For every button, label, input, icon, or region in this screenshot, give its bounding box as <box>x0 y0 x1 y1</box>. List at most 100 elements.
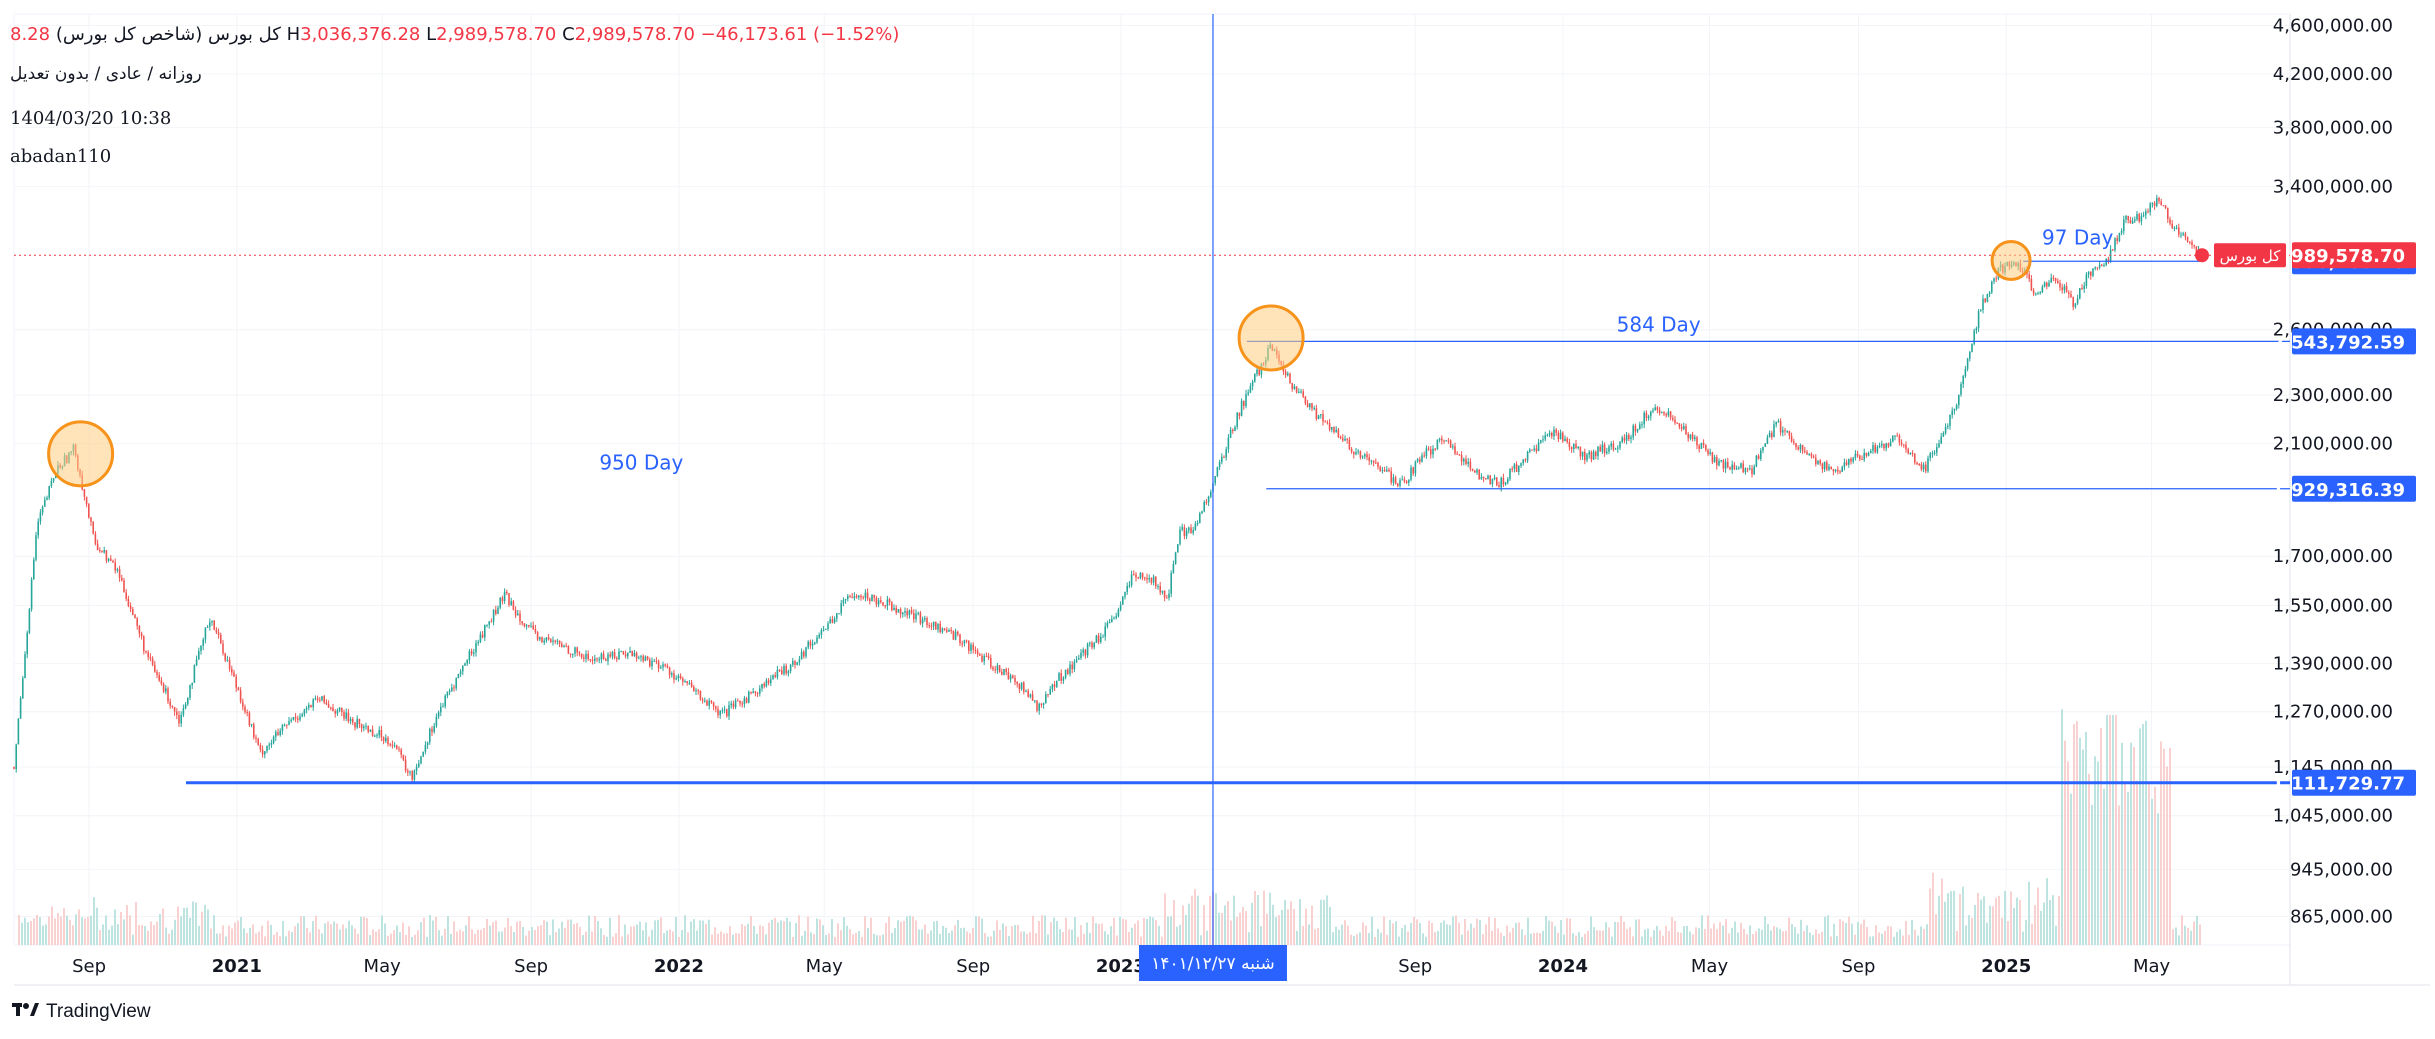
volume-bar <box>1110 926 1112 945</box>
volume-bar <box>1143 917 1145 945</box>
candle-body <box>1141 572 1144 578</box>
candle-body <box>1419 459 1421 462</box>
volume-bar <box>2088 773 2090 945</box>
volume-bar <box>1728 933 1730 945</box>
candle-body <box>1797 447 1799 450</box>
candle-body <box>831 619 834 623</box>
candle-body <box>609 654 611 657</box>
candle-body <box>1755 455 1758 467</box>
candle-body <box>1298 392 1300 394</box>
volume-bar <box>1563 934 1565 945</box>
volume-bar <box>1344 920 1346 945</box>
candle-body <box>968 640 970 651</box>
volume-bar <box>420 922 422 945</box>
volume-bar <box>1968 915 1970 945</box>
candle-body <box>1166 597 1168 599</box>
candle-body <box>1672 417 1674 420</box>
volume-bar <box>810 932 812 945</box>
candle-body <box>981 655 983 662</box>
candle-body <box>96 543 99 551</box>
candle-body <box>1584 451 1586 461</box>
candle-body <box>367 725 369 732</box>
volume-bar <box>324 923 326 945</box>
volume-bar <box>342 924 344 945</box>
volume-bar <box>1704 928 1706 945</box>
candle-body <box>1381 469 1384 471</box>
volume-bar <box>1449 925 1451 945</box>
candle-body <box>266 745 268 752</box>
candle-body <box>1636 429 1639 432</box>
candle-body <box>543 640 545 643</box>
candle-body <box>202 639 204 646</box>
candle-body <box>1254 373 1256 382</box>
volume-bar <box>639 921 641 945</box>
candle-body <box>140 633 143 637</box>
candle-body <box>1258 369 1260 375</box>
volume-bar <box>963 927 965 945</box>
candle-body <box>279 730 281 736</box>
volume-bar <box>1653 930 1655 945</box>
candle-body <box>301 714 303 717</box>
volume-bar <box>303 916 305 945</box>
candle-body <box>1203 502 1205 512</box>
volume-bar <box>474 933 476 945</box>
candle-body <box>393 745 396 747</box>
candle-body <box>1947 425 1949 427</box>
volume-bar <box>1914 929 1916 945</box>
candle-body <box>1003 669 1005 675</box>
volume-bar <box>1911 919 1913 945</box>
candle-body <box>1524 459 1527 461</box>
tradingview-brand[interactable]: TradingView <box>12 1000 151 1023</box>
volume-bar <box>1713 923 1715 945</box>
volume-bar <box>1545 915 1547 945</box>
volume-bar <box>276 932 278 945</box>
candle-body <box>1311 403 1313 409</box>
candle-body <box>932 621 935 627</box>
volume-bar <box>1662 935 1664 945</box>
volume-bar <box>840 930 842 945</box>
candle-body <box>1304 396 1307 404</box>
candle-body <box>1183 527 1186 537</box>
candle-body <box>706 700 708 706</box>
candle-body <box>1073 661 1076 670</box>
candle-body <box>550 639 552 642</box>
volume-bar <box>537 926 539 945</box>
candle-body <box>50 480 53 486</box>
volume-bar <box>1014 925 1016 945</box>
candle-body <box>1284 371 1287 376</box>
candle-body <box>1229 429 1232 438</box>
candle-body <box>792 660 794 665</box>
volume-bar <box>996 920 998 945</box>
candle-body <box>189 685 191 698</box>
volume-bar <box>279 936 281 945</box>
candle-body <box>1045 694 1047 704</box>
volume-bar <box>1431 922 1433 945</box>
candle-body <box>1878 445 1881 447</box>
candle-body <box>1856 453 1859 456</box>
volume-bar <box>1761 929 1763 945</box>
volume-bar <box>879 935 881 945</box>
candle-body <box>655 660 658 662</box>
candle-body <box>2087 272 2090 275</box>
volume-bar <box>1479 920 1481 945</box>
candle-body <box>743 698 746 705</box>
candle-body <box>996 665 999 671</box>
candle-body <box>1287 373 1289 376</box>
candle-body <box>653 660 655 662</box>
candle-body <box>1804 450 1806 453</box>
volume-bar <box>1800 919 1802 945</box>
volume-bar <box>993 930 995 945</box>
candle-body <box>1905 444 1907 450</box>
volume-bar <box>1419 922 1421 945</box>
volume-bar <box>1938 895 1940 945</box>
candle-body <box>297 718 299 720</box>
candle-body <box>1746 468 1749 470</box>
symbol-name[interactable]: کل بورس (شاخص کل بورس) <box>55 24 281 45</box>
candle-body <box>1289 373 1291 384</box>
volume-bar <box>81 917 83 945</box>
candle-body <box>2030 278 2033 291</box>
volume-bar <box>225 936 227 945</box>
volume-bar <box>402 922 404 945</box>
candle-body <box>2098 264 2101 268</box>
